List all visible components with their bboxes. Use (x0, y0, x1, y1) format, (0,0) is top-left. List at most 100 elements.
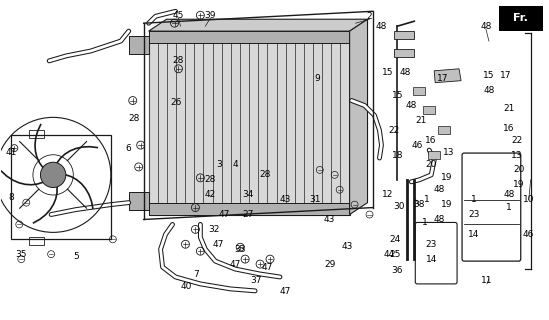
Bar (394, 49, 414, 57)
Text: 25: 25 (390, 250, 401, 259)
Text: 26: 26 (171, 98, 182, 107)
Text: 1: 1 (506, 203, 512, 212)
Polygon shape (350, 19, 367, 214)
Text: Fr.: Fr. (513, 13, 528, 23)
Text: 22: 22 (389, 126, 400, 135)
Text: 47: 47 (212, 240, 224, 249)
Text: 17: 17 (500, 71, 512, 80)
Text: 37: 37 (250, 276, 262, 285)
Circle shape (41, 162, 66, 188)
Bar (29, 237, 44, 245)
Text: 40: 40 (181, 282, 192, 292)
Text: 17: 17 (438, 74, 449, 83)
Text: 48: 48 (483, 86, 495, 95)
Bar (12, 135, 111, 239)
Bar (428, 151, 440, 159)
Text: 9: 9 (314, 74, 320, 83)
Text: 32: 32 (209, 225, 220, 234)
Bar (149, 31, 350, 214)
Text: 1: 1 (422, 218, 428, 227)
Text: 6: 6 (126, 144, 132, 153)
Text: 34: 34 (243, 190, 254, 199)
Text: 1: 1 (424, 195, 430, 204)
Text: 21: 21 (503, 104, 514, 113)
Text: 10: 10 (523, 195, 535, 204)
Text: 48: 48 (406, 101, 417, 110)
Text: 29: 29 (324, 260, 335, 268)
Text: 48: 48 (434, 185, 445, 194)
Text: 47: 47 (219, 210, 230, 219)
Text: 28: 28 (173, 56, 184, 65)
Text: 7: 7 (193, 269, 199, 278)
Text: 30: 30 (394, 202, 405, 211)
Bar (129, 36, 149, 54)
Bar (149, 31, 350, 43)
Polygon shape (434, 69, 461, 83)
Text: 15: 15 (382, 68, 393, 77)
Text: 28: 28 (205, 175, 216, 184)
Text: 19: 19 (441, 200, 453, 209)
Bar (129, 192, 149, 210)
Text: 11: 11 (481, 276, 492, 285)
Bar (394, 31, 414, 39)
Text: 28: 28 (259, 170, 271, 180)
Bar (499, 6, 542, 31)
Text: 23: 23 (425, 240, 437, 249)
Polygon shape (149, 19, 367, 31)
Text: 39: 39 (205, 11, 216, 20)
Text: 21: 21 (416, 116, 427, 125)
Text: 14: 14 (425, 255, 437, 264)
Text: 28: 28 (128, 114, 139, 123)
Text: 43: 43 (342, 242, 354, 251)
Text: 48: 48 (480, 22, 491, 31)
Text: 3: 3 (216, 160, 222, 170)
Text: 16: 16 (425, 136, 437, 145)
Text: 47: 47 (261, 263, 273, 272)
Text: 19: 19 (513, 180, 524, 189)
Text: 12: 12 (382, 190, 393, 199)
Text: 46: 46 (412, 140, 423, 150)
Text: 2: 2 (367, 12, 372, 21)
Text: 36: 36 (391, 266, 403, 275)
Bar (149, 203, 350, 214)
Text: 5: 5 (73, 252, 79, 261)
Text: 38: 38 (413, 200, 425, 209)
Text: 41: 41 (5, 148, 17, 156)
Text: 23: 23 (468, 210, 480, 219)
Text: 48: 48 (400, 68, 411, 77)
Text: 18: 18 (391, 150, 403, 160)
Text: 8: 8 (8, 193, 14, 202)
Text: 19: 19 (441, 173, 453, 182)
Text: 48: 48 (434, 215, 445, 224)
Text: 35: 35 (15, 250, 27, 259)
Text: 13: 13 (511, 150, 523, 160)
Bar (438, 126, 450, 134)
Text: 24: 24 (390, 235, 401, 244)
Text: 20: 20 (513, 165, 524, 174)
Text: 43: 43 (324, 215, 335, 224)
Text: 22: 22 (511, 136, 523, 145)
Text: 4: 4 (232, 160, 238, 170)
Text: 46: 46 (523, 230, 534, 239)
Text: 15: 15 (391, 91, 403, 100)
Text: 42: 42 (205, 190, 216, 199)
Text: 27: 27 (243, 210, 254, 219)
Text: 47: 47 (229, 260, 241, 268)
Bar (413, 87, 425, 95)
Bar (29, 130, 44, 138)
Text: 43: 43 (279, 195, 290, 204)
Text: 48: 48 (376, 22, 387, 31)
Text: 48: 48 (503, 190, 514, 199)
Text: 13: 13 (444, 148, 455, 156)
Text: 20: 20 (425, 160, 437, 170)
Text: 16: 16 (503, 124, 514, 133)
Text: 31: 31 (309, 195, 321, 204)
Bar (423, 107, 435, 114)
Text: 33: 33 (234, 245, 246, 254)
Text: 14: 14 (468, 230, 480, 239)
Text: 44: 44 (384, 250, 395, 259)
Text: 1: 1 (471, 195, 477, 204)
Text: 45: 45 (173, 11, 184, 20)
Text: 15: 15 (483, 71, 495, 80)
Text: 47: 47 (279, 287, 290, 296)
